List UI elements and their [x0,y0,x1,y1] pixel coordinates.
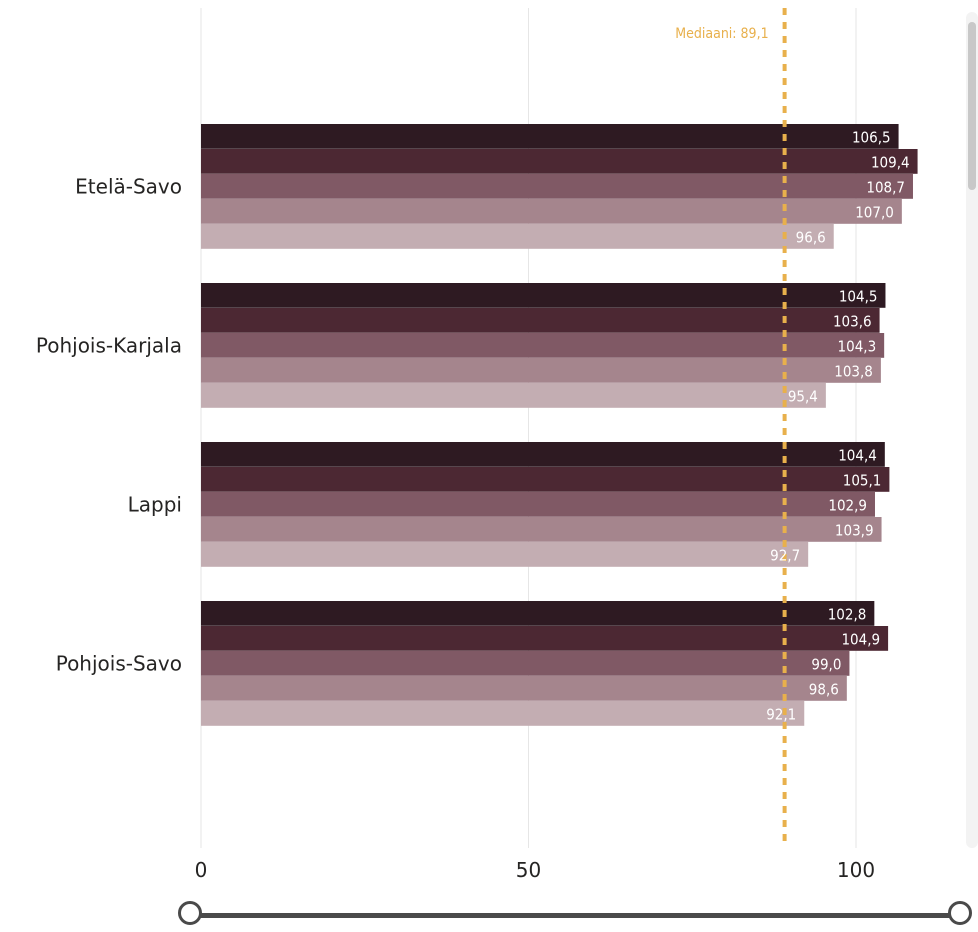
scrollbar-thumb[interactable] [968,22,976,190]
bar[interactable] [201,676,847,701]
x-tick-label: 100 [837,858,875,882]
data-label: 92,7 [770,546,800,564]
category-label: Pohjois-Karjala [36,334,182,358]
data-label: 109,4 [871,153,910,171]
data-label: 103,6 [833,312,872,330]
bar[interactable] [201,124,899,149]
vertical-scrollbar[interactable] [966,12,978,848]
median-label: Mediaani: 89,1 [675,26,768,42]
x-range-slider[interactable] [176,898,978,932]
bar[interactable] [201,333,885,358]
data-label: 106,5 [852,128,891,146]
data-label: 104,5 [839,287,878,305]
data-label: 104,9 [841,630,880,648]
bar[interactable] [201,626,889,651]
data-label: 96,6 [796,228,826,246]
slider-handle-max[interactable] [948,901,972,925]
bar[interactable] [201,174,913,199]
data-label: 107,0 [855,203,894,221]
category-label: Pohjois-Savo [56,652,182,676]
data-label: 103,9 [835,521,874,539]
bar[interactable] [201,517,882,542]
data-label: 98,6 [809,680,839,698]
data-label: 95,4 [788,387,818,405]
bar[interactable] [201,308,880,333]
bar[interactable] [201,224,834,249]
data-label: 102,8 [828,605,867,623]
data-label: 92,1 [766,705,796,723]
bar[interactable] [201,601,875,626]
bar[interactable] [201,199,902,224]
slider-handle-min[interactable] [178,901,202,925]
data-label: 99,0 [811,655,841,673]
data-label: 105,1 [843,471,882,489]
slider-track [190,913,962,918]
data-label: 104,4 [838,446,877,464]
x-tick-label: 50 [516,858,541,882]
bar[interactable] [201,701,805,726]
bar[interactable] [201,542,809,567]
bar[interactable] [201,283,886,308]
bar[interactable] [201,442,885,467]
data-label: 104,3 [838,337,877,355]
bar[interactable] [201,149,918,174]
data-label: 108,7 [866,178,905,196]
bar[interactable] [201,492,875,517]
bar[interactable] [201,467,890,492]
category-label: Etelä-Savo [75,175,182,199]
bar[interactable] [201,651,850,676]
bar[interactable] [201,358,881,383]
x-tick-label: 0 [195,858,208,882]
bar[interactable] [201,383,826,408]
category-label: Lappi [128,493,182,517]
data-label: 102,9 [828,496,867,514]
data-label: 103,8 [834,362,873,380]
